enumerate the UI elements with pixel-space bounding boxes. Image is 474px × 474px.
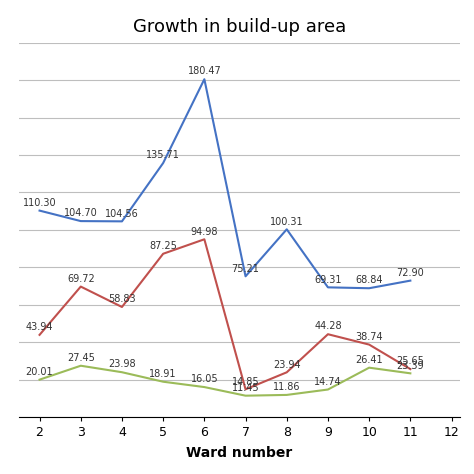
Text: 135.71: 135.71	[146, 150, 180, 160]
Text: 14.74: 14.74	[314, 377, 342, 387]
Title: Growth in build-up area: Growth in build-up area	[133, 18, 346, 36]
Text: 26.41: 26.41	[356, 355, 383, 365]
Text: 104.70: 104.70	[64, 208, 98, 219]
Text: 25.65: 25.65	[396, 356, 424, 366]
Text: 87.25: 87.25	[149, 241, 177, 251]
Text: 14.85: 14.85	[232, 376, 259, 386]
Text: 23.39: 23.39	[397, 361, 424, 371]
Text: 11.86: 11.86	[273, 382, 301, 392]
Text: 100.31: 100.31	[270, 217, 303, 227]
Text: 110.30: 110.30	[23, 198, 56, 208]
Text: 20.01: 20.01	[26, 367, 54, 377]
Text: 69.72: 69.72	[67, 274, 95, 284]
Text: 104.56: 104.56	[105, 209, 139, 219]
X-axis label: Ward number: Ward number	[186, 446, 292, 460]
Text: 44.28: 44.28	[314, 321, 342, 331]
Text: 38.74: 38.74	[356, 332, 383, 342]
Text: 23.98: 23.98	[108, 359, 136, 369]
Text: 58.83: 58.83	[108, 294, 136, 304]
Text: 94.98: 94.98	[191, 227, 218, 237]
Text: 27.45: 27.45	[67, 353, 95, 363]
Text: 43.94: 43.94	[26, 322, 53, 332]
Text: 16.05: 16.05	[191, 374, 218, 384]
Text: 72.90: 72.90	[396, 268, 424, 278]
Text: 180.47: 180.47	[188, 66, 221, 76]
Text: 69.31: 69.31	[314, 274, 342, 284]
Text: 68.84: 68.84	[356, 275, 383, 285]
Text: 75.21: 75.21	[232, 264, 259, 273]
Text: 23.94: 23.94	[273, 359, 301, 370]
Text: 18.91: 18.91	[149, 369, 177, 379]
Text: 11.45: 11.45	[232, 383, 259, 393]
